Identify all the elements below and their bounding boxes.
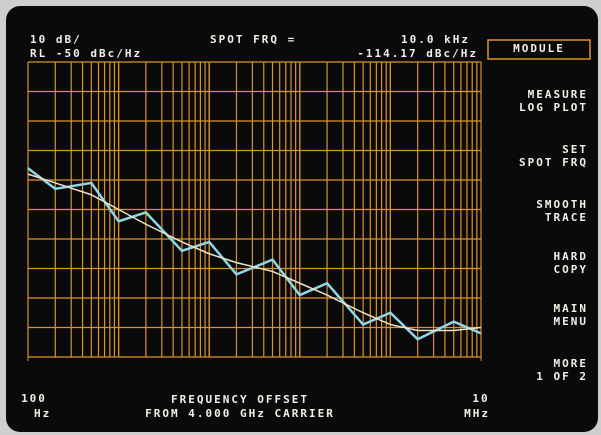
menu-item[interactable]: SET: [562, 143, 588, 156]
menu-item[interactable]: MEASURE: [528, 88, 588, 101]
menu-item[interactable]: MAIN: [554, 302, 589, 315]
menu-item[interactable]: 1 OF 2: [536, 370, 588, 383]
menu-item[interactable]: SMOOTH: [536, 198, 588, 211]
screen: [6, 6, 598, 432]
carrier: FROM 4.000 GHz CARRIER: [145, 407, 335, 420]
menu-item[interactable]: TRACE: [545, 211, 588, 224]
spot-freq: 10.0 kHz: [401, 33, 470, 46]
menu-item[interactable]: LOG PLOT: [519, 101, 588, 114]
instrument-screen: 10 dB/ RL -50 dBc/Hz SPOT FRQ = 10.0 kHz…: [0, 0, 601, 435]
menu-item[interactable]: MODULE: [513, 42, 565, 55]
x-tick-label: 100: [21, 392, 47, 405]
menu-item[interactable]: COPY: [554, 263, 589, 276]
x-axis-label: FREQUENCY OFFSET: [171, 393, 309, 406]
menu-item[interactable]: MENU: [554, 315, 589, 328]
menu-item[interactable]: SPOT FRQ: [519, 156, 588, 169]
ref-level: RL -50 dBc/Hz: [30, 47, 142, 60]
spot-value: -114.17 dBc/Hz: [357, 47, 478, 60]
x-end-unit: MHz: [464, 407, 490, 420]
spot-label: SPOT FRQ =: [210, 33, 296, 46]
menu-item[interactable]: HARD: [554, 250, 589, 263]
x-start-unit: Hz: [34, 407, 51, 420]
scale: 10 dB/: [30, 33, 82, 46]
menu-item[interactable]: MORE: [554, 357, 589, 370]
x-tick-label: 10: [472, 392, 489, 405]
